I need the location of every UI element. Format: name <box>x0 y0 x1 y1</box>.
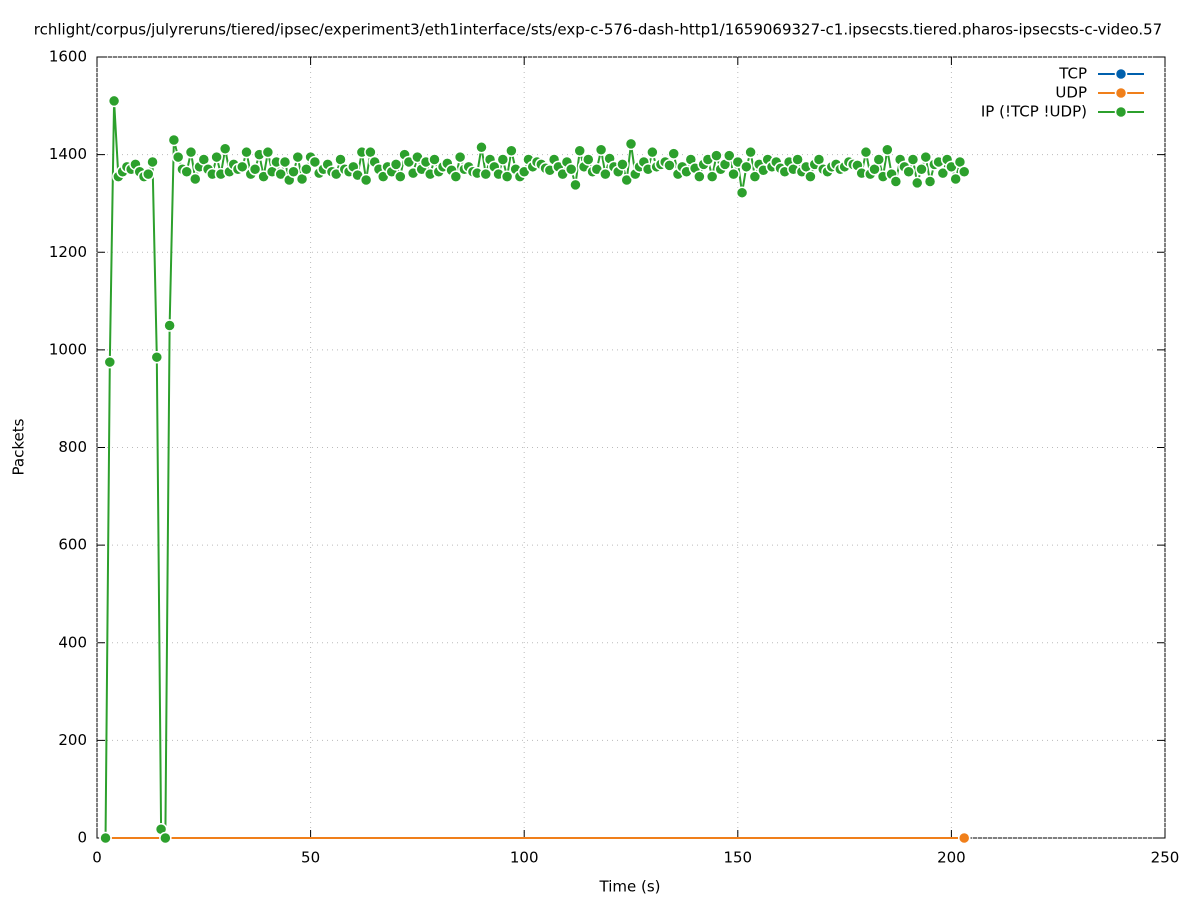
data-point <box>624 137 638 151</box>
data-point <box>723 149 736 162</box>
data-point <box>748 170 762 183</box>
data-point <box>394 170 407 183</box>
data-point <box>902 165 915 178</box>
x-tick-label: 250 <box>1151 849 1180 867</box>
data-point <box>573 144 586 157</box>
data-point <box>389 158 403 171</box>
data-point <box>735 186 749 199</box>
y-tick-label: 800 <box>58 438 87 456</box>
data-point <box>308 155 322 169</box>
data-point <box>479 167 493 181</box>
data-point <box>910 176 924 190</box>
data-point <box>99 831 112 845</box>
data-point <box>915 163 928 176</box>
data-point <box>616 158 629 171</box>
data-point <box>923 175 937 188</box>
y-tick-label: 1000 <box>49 340 87 358</box>
legend-swatch <box>1114 67 1128 81</box>
data-point <box>291 150 305 164</box>
data-point <box>274 167 287 181</box>
data-point <box>163 319 176 332</box>
data-point <box>107 94 121 108</box>
data-point <box>428 153 441 166</box>
data-point <box>620 173 633 187</box>
data-point <box>949 172 962 186</box>
data-point <box>582 153 595 166</box>
data-point <box>261 145 275 159</box>
data-point <box>906 153 920 166</box>
data-point <box>594 143 608 156</box>
data-point <box>150 350 164 364</box>
data-point <box>453 150 467 164</box>
y-axis-label: Packets <box>10 418 28 475</box>
data-point <box>300 163 313 176</box>
legend-label: IP (!TCP !UDP) <box>981 103 1087 121</box>
data-point <box>475 141 488 154</box>
y-tick-label: 0 <box>77 829 87 847</box>
data-point <box>235 160 249 174</box>
x-tick-label: 0 <box>92 849 102 867</box>
chart-title: rchlight/corpus/julyreruns/tiered/ipsec/… <box>34 21 1162 39</box>
x-tick-label: 150 <box>723 849 752 867</box>
data-point <box>103 355 117 369</box>
data-point <box>449 170 463 183</box>
data-point <box>872 153 886 166</box>
y-tick-label: 1600 <box>49 48 87 66</box>
data-point <box>957 165 971 178</box>
data-point <box>146 155 159 169</box>
data-point <box>710 149 723 162</box>
data-point <box>564 163 578 176</box>
data-point <box>248 163 262 176</box>
x-axis-label: Time (s) <box>599 878 661 896</box>
data-point <box>936 166 950 180</box>
data-point <box>142 167 155 181</box>
data-point <box>359 173 373 187</box>
data-point <box>804 170 817 183</box>
data-point <box>919 150 933 164</box>
data-point <box>693 170 706 183</box>
data-point <box>889 175 903 188</box>
data-point <box>705 170 719 183</box>
data-point <box>240 145 253 159</box>
data-point <box>740 160 753 174</box>
data-point <box>599 167 612 181</box>
y-tick-label: 1200 <box>49 243 87 261</box>
data-point <box>159 831 172 845</box>
data-point <box>210 150 223 164</box>
data-point <box>791 153 804 166</box>
data-point <box>646 145 659 159</box>
data-point <box>957 831 971 845</box>
data-point <box>184 145 198 159</box>
y-tick-label: 400 <box>58 633 87 651</box>
data-point <box>278 155 292 169</box>
x-tick-label: 50 <box>301 849 320 867</box>
data-point <box>505 144 518 157</box>
data-point <box>167 133 181 147</box>
data-point <box>663 159 676 172</box>
data-point <box>569 178 582 192</box>
data-point <box>881 143 894 156</box>
y-tick-label: 1400 <box>49 145 87 163</box>
data-point <box>744 145 757 159</box>
data-point <box>171 150 185 164</box>
legend-swatch <box>1114 105 1128 119</box>
legend-label: TCP <box>1058 65 1087 83</box>
data-point <box>287 165 300 178</box>
x-tick-label: 200 <box>937 849 966 867</box>
data-point <box>189 172 202 186</box>
x-tick-label: 100 <box>510 849 539 867</box>
y-tick-label: 200 <box>58 731 87 749</box>
data-point <box>859 145 873 159</box>
data-point <box>180 165 193 178</box>
data-point <box>500 170 514 183</box>
data-point <box>496 153 510 166</box>
legend-swatch <box>1114 86 1128 100</box>
data-point <box>667 147 680 160</box>
data-point <box>727 167 740 181</box>
y-tick-label: 600 <box>58 536 87 554</box>
data-point <box>218 142 232 156</box>
legend-label: UDP <box>1055 84 1087 102</box>
